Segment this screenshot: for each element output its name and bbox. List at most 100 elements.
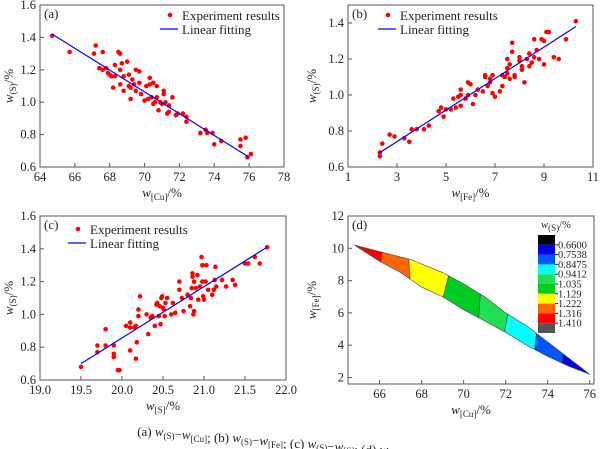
data-point <box>500 83 505 89</box>
x-tick-label: 76 <box>584 387 597 401</box>
data-point <box>152 99 158 105</box>
panel-label: (d) <box>352 217 367 232</box>
x-tick-label: 70 <box>457 387 470 401</box>
data-point <box>154 300 160 306</box>
data-point <box>490 72 495 78</box>
data-point <box>162 313 167 319</box>
data-point <box>78 364 84 370</box>
data-point <box>177 279 182 284</box>
data-point <box>136 313 141 319</box>
data-point <box>100 49 106 55</box>
data-point <box>189 285 194 291</box>
panel-label: (b) <box>352 6 367 21</box>
data-point <box>392 134 397 139</box>
caption-panel-label: (d) <box>361 442 379 449</box>
colorbar-swatch <box>538 293 555 304</box>
data-point <box>453 105 459 110</box>
fit-line <box>80 246 268 365</box>
colorbar-label: 0.9412 <box>558 270 587 281</box>
x-tick-label: 66 <box>69 170 82 184</box>
colorbar-label: 0.7538 <box>558 250 587 261</box>
data-point <box>468 81 473 87</box>
data-point <box>133 356 139 361</box>
label-variable: w <box>304 310 319 319</box>
y-tick-label: 1.0 <box>20 307 36 321</box>
data-point <box>214 284 219 289</box>
label-variable: w <box>451 402 460 417</box>
data-point <box>257 261 263 266</box>
data-point <box>112 73 118 79</box>
data-point <box>223 284 229 289</box>
data-point <box>123 323 129 329</box>
x-tick-label: 19.5 <box>70 383 92 397</box>
data-point <box>487 76 493 82</box>
data-point <box>119 61 125 66</box>
colorbar-swatch <box>538 235 555 245</box>
y-tick-label: 0.6 <box>328 160 344 174</box>
data-point <box>497 89 503 94</box>
label-subscript: [Cu] <box>460 409 477 419</box>
label-variable: w <box>451 185 460 200</box>
data-point <box>126 72 132 77</box>
label-unit: /% <box>167 185 182 200</box>
x-tick-label: 68 <box>415 387 428 401</box>
legend-label-fit: Linear fitting <box>90 236 159 251</box>
x-tick-label: 19.0 <box>29 383 51 397</box>
data-point <box>485 83 490 89</box>
data-point <box>213 264 218 270</box>
data-point <box>156 108 161 113</box>
data-point <box>127 320 133 325</box>
caption-subscript: (S) <box>316 443 327 449</box>
data-point <box>188 295 194 301</box>
data-point <box>117 51 123 56</box>
y-tick-label: 0.6 <box>20 373 36 387</box>
data-point <box>387 132 392 137</box>
data-point <box>502 74 508 80</box>
data-point <box>409 126 415 132</box>
plot-frame <box>347 4 594 168</box>
y-tick-label: 2 <box>338 371 344 385</box>
data-point <box>195 272 200 278</box>
data-point <box>509 49 515 55</box>
y-tick-label: 1.6 <box>20 0 36 12</box>
data-point <box>426 123 432 128</box>
x-tick-label: 9 <box>541 170 547 184</box>
caption-panel-label: (c) <box>290 436 308 449</box>
data-point <box>190 274 195 279</box>
label-subscript: (S) <box>8 295 18 306</box>
caption-variable: w <box>232 430 241 445</box>
caption-dash: − <box>252 433 259 448</box>
data-point <box>173 310 178 316</box>
plot-frame <box>347 215 595 385</box>
caption-subscript: (S) <box>164 431 175 441</box>
data-point <box>509 40 515 46</box>
data-point <box>191 279 197 284</box>
data-point <box>463 96 468 101</box>
y-tick-label: 8 <box>338 274 344 288</box>
data-point <box>519 67 525 73</box>
label-unit: /% <box>476 402 491 417</box>
data-point <box>145 331 151 337</box>
x-tick-label: 22.0 <box>275 383 297 397</box>
data-point <box>458 87 464 92</box>
data-point <box>187 303 193 309</box>
panel-label: (c) <box>44 217 58 232</box>
data-point <box>67 49 72 55</box>
y-axis-label: w(S)/% <box>1 281 18 315</box>
colorbar-label: 0.6600 <box>558 240 587 251</box>
x-axis-label: w[Cu]/% <box>451 402 491 419</box>
data-point <box>95 343 100 348</box>
caption-panel-label: (a) <box>137 424 155 439</box>
data-point <box>154 83 160 89</box>
data-point <box>128 96 133 102</box>
data-point <box>232 282 238 288</box>
data-point <box>573 18 579 24</box>
data-point <box>201 297 207 302</box>
label-subscript: (S) <box>548 223 559 233</box>
data-point <box>117 367 122 373</box>
data-point <box>147 75 153 81</box>
caption-separator: ; <box>354 442 361 449</box>
caption-variable: w <box>335 439 344 449</box>
data-point <box>96 65 102 71</box>
